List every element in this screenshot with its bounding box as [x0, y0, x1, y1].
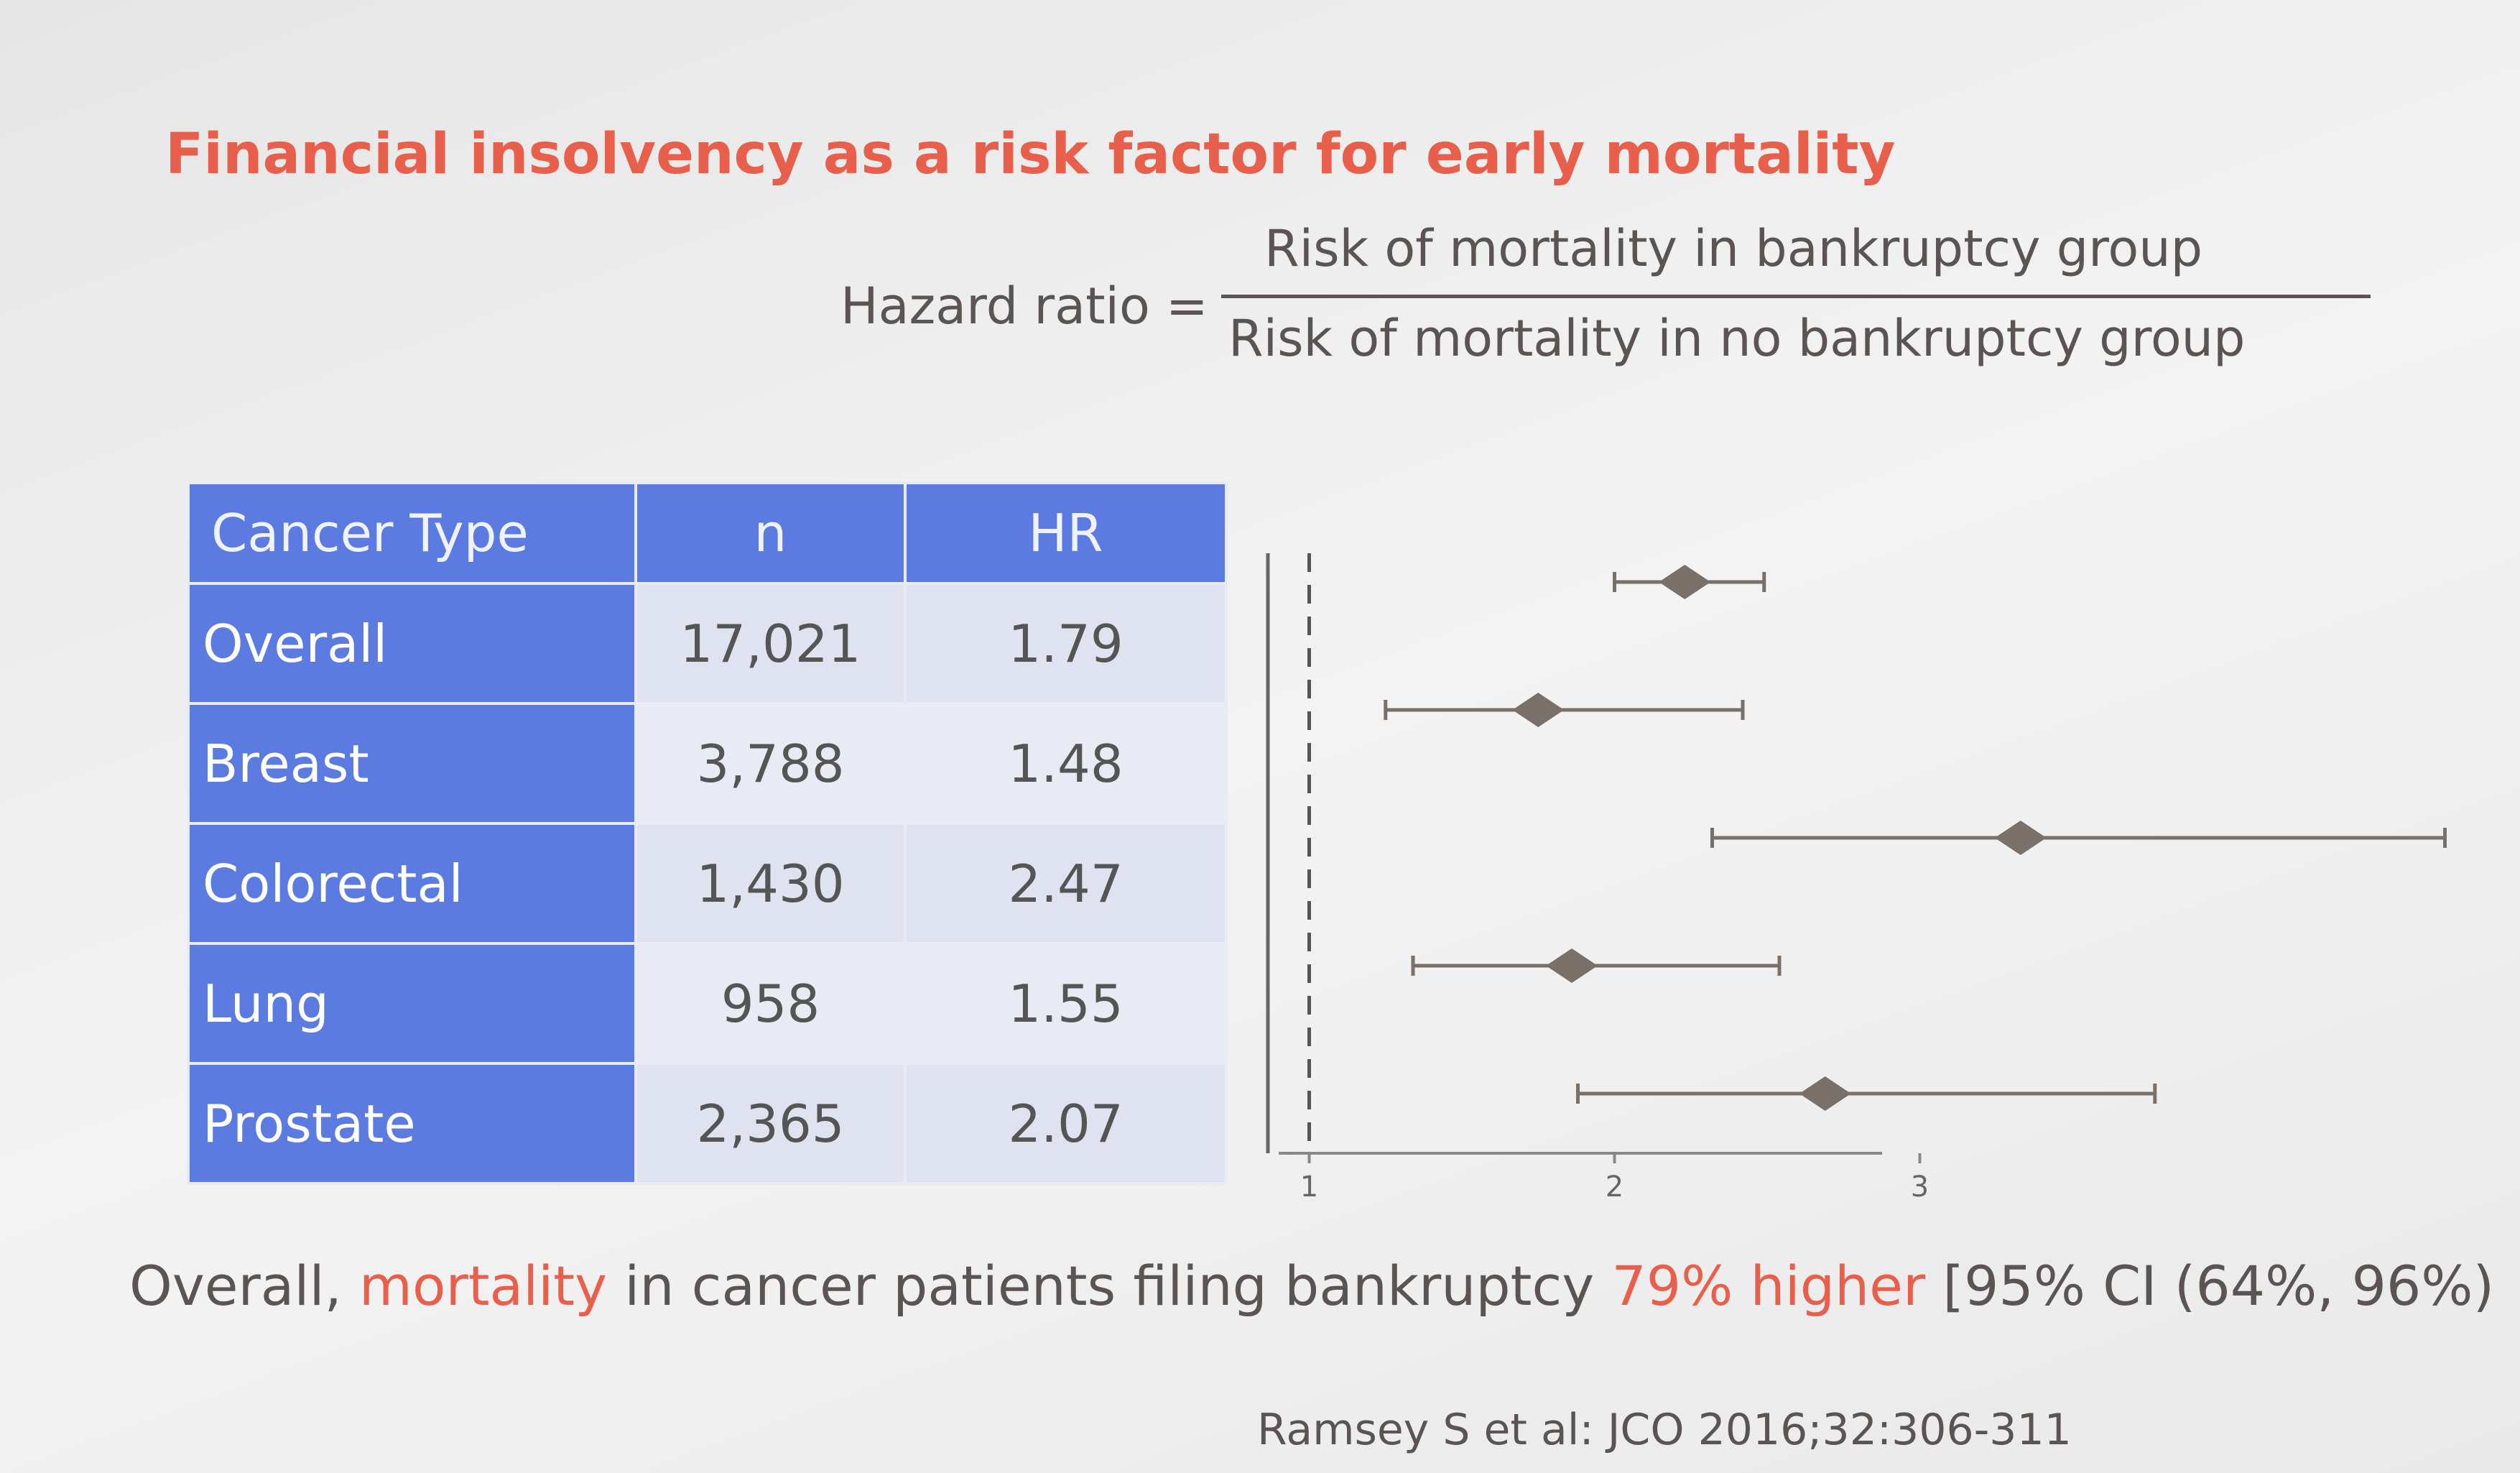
table-cell: 958 — [634, 942, 907, 1065]
formula-denominator: Risk of mortality in no bankruptcy group — [1228, 309, 2246, 368]
summary: Overall, mortality in cancer patients fi… — [129, 1254, 2494, 1318]
table-cell: 1.79 — [904, 582, 1228, 705]
summary-part: 79% higher — [1611, 1254, 1926, 1318]
table-row: Breast 3,788 1.48 — [187, 702, 1228, 825]
header-cell: n — [634, 481, 907, 585]
table-row: Prostate 2,365 2.07 — [187, 1062, 1228, 1185]
table-cell: Prostate — [187, 1062, 637, 1185]
hr-table: Cancer Type n HR Overall 17,021 1.79 Breast 3,… — [187, 481, 1228, 1185]
table-cell: 17,021 — [634, 582, 907, 705]
x-tick-label: 1 — [1300, 1170, 1318, 1204]
table-cell: 1.55 — [904, 942, 1228, 1065]
estimate-diamond — [1512, 693, 1565, 727]
table-cell: 2,365 — [634, 1062, 907, 1185]
table-cell: 2.47 — [904, 822, 1228, 945]
fraction-bar — [1221, 295, 2371, 298]
slide-title: Financial insolvency as a risk factor fo… — [165, 122, 1896, 187]
summary-part: mortality — [358, 1254, 608, 1318]
x-tick-label: 3 — [1911, 1170, 1929, 1204]
table-row: Overall 17,021 1.79 — [187, 582, 1228, 705]
table-cell: 1.48 — [904, 702, 1228, 825]
table-cell: 1,430 — [634, 822, 907, 945]
table-cell: Breast — [187, 702, 637, 825]
table-cell: 2.07 — [904, 1062, 1228, 1185]
summary-part: [95% CI (64%, 96%) — [1925, 1254, 2495, 1318]
x-tick-label: 2 — [1606, 1170, 1623, 1204]
header-cell: Cancer Type — [187, 481, 637, 585]
estimate-diamond — [1659, 565, 1711, 599]
table-row: Lung 958 1.55 — [187, 942, 1228, 1065]
table-cell: Colorectal — [187, 822, 637, 945]
formula-numerator: Risk of mortality in bankruptcy group — [1264, 219, 2203, 278]
table-row: Colorectal 1,430 2.47 — [187, 822, 1228, 945]
header-cell: HR — [904, 481, 1228, 585]
citation: Ramsey S et al: JCO 2016;32:306-311 — [1257, 1405, 2072, 1455]
estimate-diamond — [1799, 1076, 1851, 1111]
formula-lhs: Hazard ratio = — [840, 277, 1208, 336]
table-cell: Overall — [187, 582, 637, 705]
estimate-diamond — [1994, 821, 2047, 855]
summary-part: in cancer patients filing bankruptcy — [607, 1254, 1612, 1318]
table-cell: Lung — [187, 942, 637, 1065]
summary-part: Overall, — [129, 1254, 359, 1318]
estimate-diamond — [1546, 948, 1598, 983]
table-cell: 3,788 — [634, 702, 907, 825]
